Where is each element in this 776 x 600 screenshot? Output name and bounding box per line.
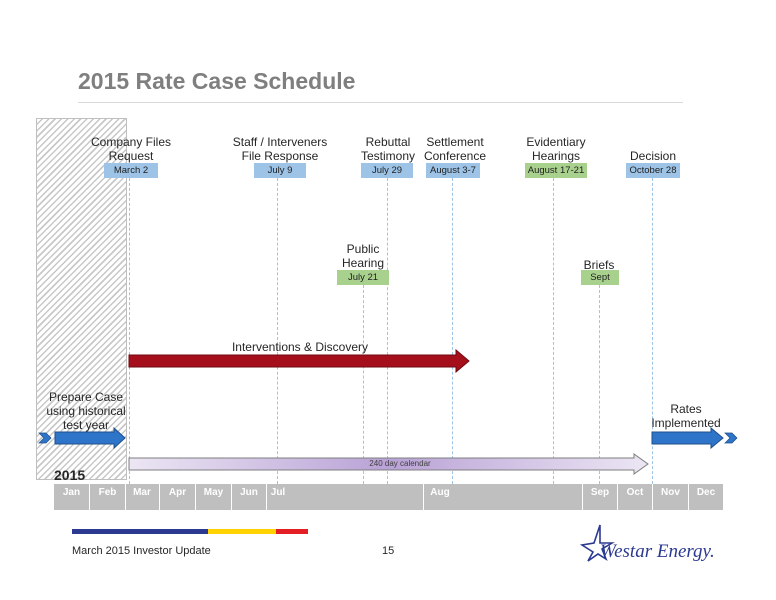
- month-separator: [582, 484, 583, 510]
- month-separator: [195, 484, 196, 510]
- date-badge-august3-7: August 3-7: [426, 163, 480, 178]
- footer-left: March 2015 Investor Update: [72, 545, 211, 557]
- rates-implemented-arrow: [651, 427, 738, 449]
- title-rule: [78, 102, 683, 103]
- milestone-settlement: Settlement Conference: [420, 135, 490, 163]
- month-separator: [617, 484, 618, 510]
- rates-implemented-label: Rates Implemented: [646, 402, 726, 430]
- date-badge-july9: July 9: [254, 163, 306, 178]
- calendar-label: 240 day calendar: [369, 459, 431, 468]
- date-badge-october28: October 28: [626, 163, 680, 178]
- milestone-label: Rebuttal: [365, 135, 411, 149]
- month-separator: [652, 484, 653, 510]
- milestone-label: Testimony: [360, 149, 416, 163]
- month-may: May: [203, 487, 224, 498]
- date-badge-march2: March 2: [104, 163, 158, 178]
- date-badge-july21: July 21: [337, 270, 389, 285]
- milestone-label: Staff / Interveners: [232, 135, 328, 149]
- july29-guide-line: [387, 178, 388, 484]
- westar-star-icon: [580, 524, 615, 562]
- month-separator: [688, 484, 689, 510]
- rates-implemented-line1: Rates: [670, 402, 702, 416]
- interventions-arrow: [128, 349, 470, 373]
- milestone-label: Evidentiary: [526, 135, 586, 149]
- date-badge-july29: July 29: [361, 163, 413, 178]
- brand-stripe-red: [276, 529, 308, 534]
- date-badge-august17-21: August 17-21: [525, 163, 587, 178]
- prepare-case-line3: test year: [62, 418, 110, 432]
- milestone-decision: Decision: [629, 149, 677, 163]
- brand-stripe-gold: [208, 529, 276, 534]
- prepare-case-arrow: [38, 427, 126, 449]
- month-mar: Mar: [133, 487, 151, 498]
- milestone-evidentiary: Evidentiary Hearings: [516, 135, 596, 163]
- year-label: 2015: [54, 467, 86, 483]
- month-apr: Apr: [168, 487, 187, 498]
- milestone-label: Hearings: [531, 149, 581, 163]
- brand-stripe-navy: [72, 529, 208, 534]
- sept-guide-line: [599, 285, 600, 484]
- interventions-label: Interventions & Discovery: [231, 340, 369, 354]
- month-bar: Jan Feb Mar Apr May Jun Jul Aug Sep Oct …: [54, 484, 723, 510]
- public-hearing-line2: Hearing: [341, 256, 385, 270]
- august17-guide-line: [553, 178, 554, 484]
- month-sep: Sep: [590, 487, 610, 498]
- rates-implemented-line2: Implemented: [651, 416, 721, 430]
- july9-guide-line: [277, 178, 278, 484]
- milestone-company-files: Company Files Request: [81, 135, 181, 163]
- milestone-label: Request: [108, 149, 154, 163]
- prepare-case-line2: using historical: [46, 404, 126, 418]
- page-number: 15: [382, 545, 395, 557]
- month-separator: [423, 484, 424, 510]
- month-separator: [125, 484, 126, 510]
- month-separator: [159, 484, 160, 510]
- calendar-arrow: [128, 453, 649, 475]
- prepare-case-label: Prepare Case using historical test year: [36, 390, 136, 432]
- month-aug: Aug: [430, 487, 450, 498]
- milestone-staff-response: Staff / Interveners File Response: [220, 135, 340, 163]
- july21-guide-line: [363, 285, 364, 484]
- month-separator: [231, 484, 232, 510]
- month-jun: Jun: [240, 487, 258, 498]
- month-separator: [266, 484, 267, 510]
- march2-guide-line: [129, 178, 130, 484]
- public-hearing-line1: Public: [346, 242, 380, 256]
- month-jan: Jan: [62, 487, 81, 498]
- briefs-label: Briefs: [583, 258, 615, 272]
- public-hearing-label: Public Hearing: [333, 242, 393, 270]
- milestone-label: Company Files: [90, 135, 172, 149]
- westar-logo-text: Westar Energy.: [600, 541, 715, 562]
- month-nov: Nov: [661, 487, 680, 498]
- milestone-label: Settlement: [426, 135, 484, 149]
- month-separator: [89, 484, 90, 510]
- august3-guide-line: [452, 178, 453, 484]
- milestone-label: File Response: [241, 149, 319, 163]
- prepare-case-line1: Prepare Case: [48, 390, 124, 404]
- october28-guide-line: [652, 178, 653, 484]
- month-dec: Dec: [696, 487, 716, 498]
- month-feb: Feb: [98, 487, 117, 498]
- month-jul: Jul: [270, 487, 286, 498]
- milestone-rebuttal: Rebuttal Testimony: [353, 135, 423, 163]
- date-badge-sept: Sept: [581, 270, 619, 285]
- page-title: 2015 Rate Case Schedule: [78, 68, 356, 94]
- milestone-label: Conference: [423, 149, 487, 163]
- prepare-period-hatch: [36, 118, 127, 480]
- month-oct: Oct: [626, 487, 644, 498]
